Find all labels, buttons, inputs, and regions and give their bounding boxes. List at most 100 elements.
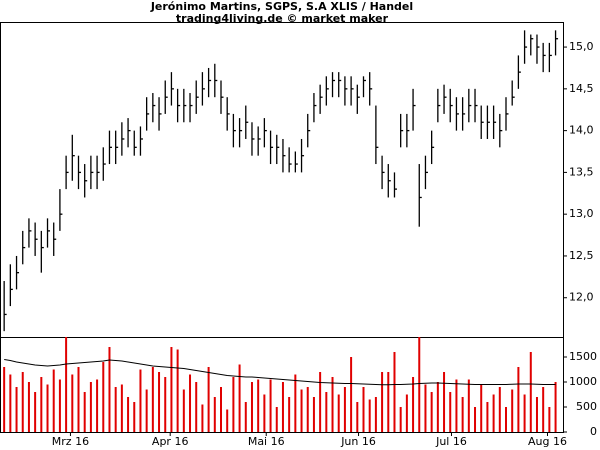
volume-bar: [467, 379, 470, 432]
volume-bar: [207, 367, 210, 432]
volume-bar: [127, 397, 130, 432]
x-tick-label: Aug 16: [528, 435, 567, 448]
volume-bar: [492, 394, 495, 432]
volume-bar: [96, 379, 99, 432]
plot-frame: [0, 22, 564, 433]
volume-bar: [504, 407, 507, 432]
volume-bar: [219, 387, 222, 432]
volume-bar: [461, 397, 464, 432]
y-tick-label: 15,0: [569, 40, 594, 53]
volume-bar: [46, 384, 49, 432]
volume-bar: [480, 384, 483, 432]
volume-bar: [15, 387, 18, 432]
volume-bar: [139, 369, 142, 432]
volume-bar: [133, 402, 136, 432]
volume-bar: [250, 382, 253, 432]
volume-bar: [554, 382, 557, 432]
volume-bar: [343, 387, 346, 432]
volume-bar: [89, 382, 92, 432]
volume-bar: [269, 379, 272, 432]
volume-bar: [201, 404, 204, 432]
volume-bar: [108, 347, 111, 432]
volume-bar: [356, 402, 359, 432]
volume-bar: [294, 374, 297, 432]
volume-bar: [151, 367, 154, 432]
volume-bar: [424, 384, 427, 432]
volume-bar: [374, 397, 377, 432]
volume-bar: [58, 379, 61, 432]
volume-bar: [312, 397, 315, 432]
volume-bar: [393, 352, 396, 432]
volume-bar: [195, 382, 198, 432]
volume-bar: [244, 402, 247, 432]
volume-ma-line: [4, 359, 556, 386]
volume-bar: [170, 347, 173, 432]
volume-bar: [523, 394, 526, 432]
volume-bar: [486, 402, 489, 432]
volume-bar: [71, 374, 74, 432]
volume-bar: [319, 372, 322, 432]
volume-bar: [226, 409, 229, 432]
x-tick-label: Apr 16: [152, 435, 189, 448]
volume-bar: [65, 337, 68, 432]
volume-bar: [189, 374, 192, 432]
volume-bar: [281, 382, 284, 432]
volume-bar: [257, 379, 260, 432]
volume-bar: [27, 382, 30, 432]
volume-bar: [511, 389, 514, 432]
y-tick-label: 13,0: [569, 207, 594, 220]
y2-tick-label: 1000: [569, 375, 597, 388]
y-tick-label: 13,5: [569, 165, 594, 178]
volume-bar: [102, 362, 105, 432]
volume-bar: [275, 407, 278, 432]
volume-bar: [176, 349, 179, 432]
y-tick-label: 12,0: [569, 291, 594, 304]
y2-tick-label: 500: [576, 400, 597, 413]
volume-bar: [145, 389, 148, 432]
volume-bar: [9, 374, 12, 432]
volume-bar: [83, 392, 86, 432]
volume-bar: [449, 392, 452, 432]
volume-bar: [232, 377, 235, 432]
volume-bar: [474, 407, 477, 432]
volume-bar: [542, 387, 545, 432]
volume-bar: [368, 399, 371, 432]
volume-bar: [34, 392, 37, 432]
volume-bar: [350, 357, 353, 432]
volume-bar: [430, 392, 433, 432]
volume-bar: [455, 379, 458, 432]
volume-bar: [238, 364, 241, 432]
volume-bar: [325, 392, 328, 432]
volume-bar: [498, 387, 501, 432]
volume-bar: [52, 369, 55, 432]
x-tick-label: Jun 16: [340, 435, 376, 448]
volume-bar: [331, 377, 334, 432]
volume-bar: [21, 372, 24, 432]
volume-bar: [158, 372, 161, 432]
volume-bar: [120, 384, 123, 432]
y-tick-label: 12,5: [569, 249, 594, 262]
volume-bar: [399, 407, 402, 432]
volume-bar: [436, 382, 439, 432]
volume-bar: [164, 377, 167, 432]
volume-bar: [535, 397, 538, 432]
volume-bar: [263, 394, 266, 432]
x-tick-label: Mai 16: [248, 435, 285, 448]
volume-bar: [387, 372, 390, 432]
volume-bar: [337, 394, 340, 432]
volume-bar: [418, 337, 421, 432]
volume-bar: [405, 394, 408, 432]
volume-bar: [306, 387, 309, 432]
volume-bar: [3, 367, 6, 432]
chart-title: Jerónimo Martins, SGPS, S.A XLIS / Hande…: [150, 0, 413, 13]
volume-bar: [517, 367, 520, 432]
y2-tick-label: 0: [590, 425, 597, 438]
y2-tick-label: 1500: [569, 350, 597, 363]
x-tick-label: Mrz 16: [52, 435, 89, 448]
volume-bar: [381, 372, 384, 432]
chart-subtitle: trading4living.de © market maker: [176, 12, 389, 25]
y-tick-label: 14,0: [569, 124, 594, 137]
volume-bar: [548, 407, 551, 432]
